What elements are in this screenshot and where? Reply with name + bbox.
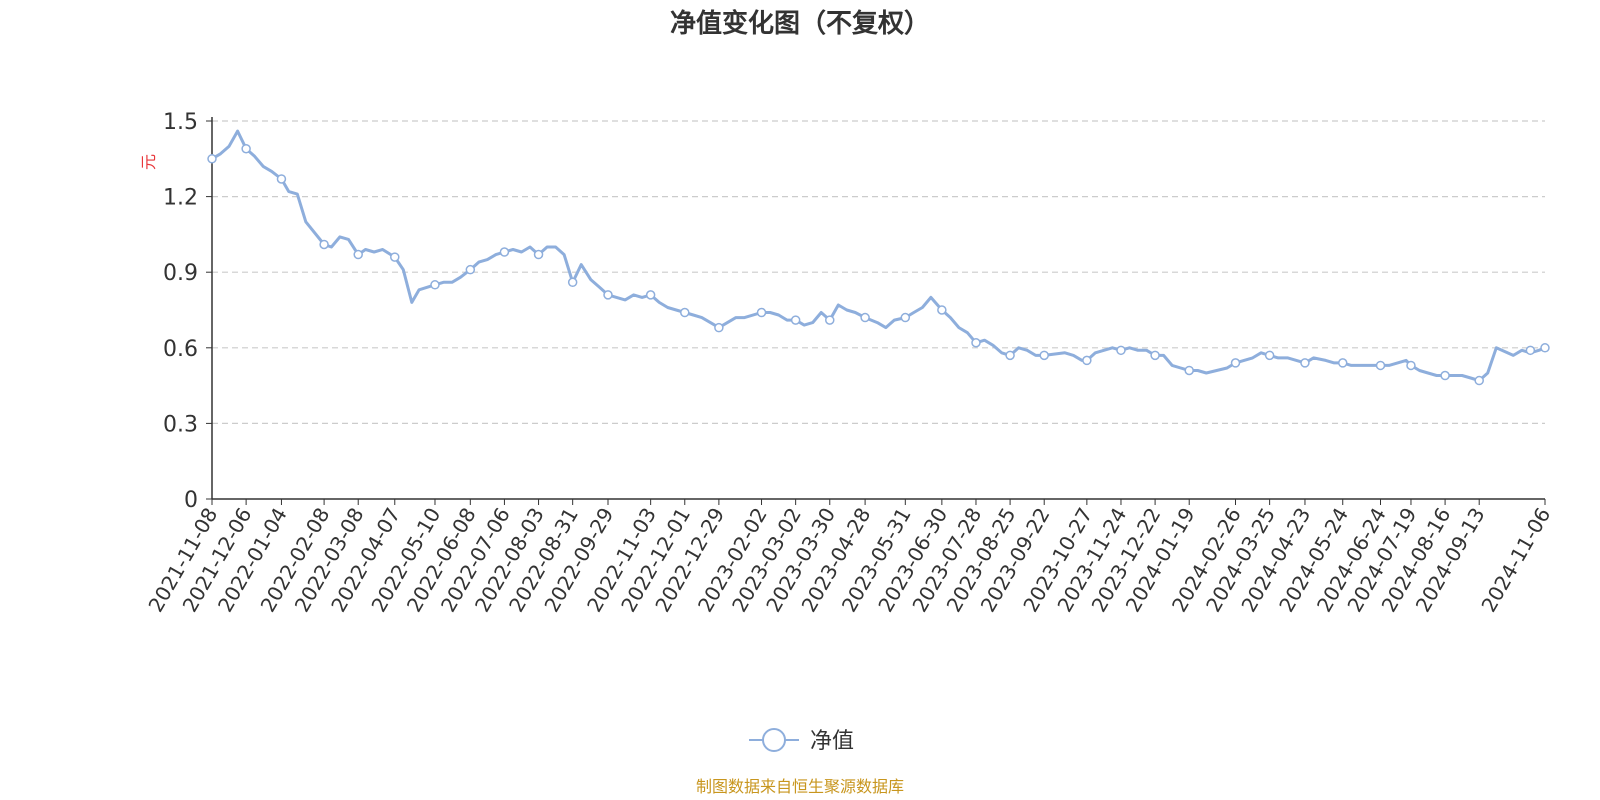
data-point[interactable] xyxy=(680,307,690,318)
data-point[interactable] xyxy=(241,143,251,154)
y-tick-label: 0 xyxy=(184,488,198,513)
data-point[interactable] xyxy=(900,312,911,323)
data-point[interactable] xyxy=(1264,350,1275,361)
data-point[interactable] xyxy=(714,322,724,333)
legend[interactable]: 净值 xyxy=(749,728,854,754)
data-point[interactable] xyxy=(756,307,767,318)
data-point[interactable] xyxy=(1375,360,1386,371)
data-point[interactable] xyxy=(1406,360,1416,371)
data-point[interactable] xyxy=(1540,343,1550,353)
y-axis: 0 0.3 0.6 0.9 1.2 1.5 xyxy=(163,110,213,513)
y-tick-label: 0.9 xyxy=(163,261,198,286)
data-point[interactable] xyxy=(533,249,544,260)
x-axis: 2021-11-082021-12-062022-01-042022-02-08… xyxy=(143,498,1555,617)
data-point[interactable] xyxy=(430,280,440,290)
data-point[interactable] xyxy=(825,315,835,325)
chart-title: 净值变化图（不复权） xyxy=(670,8,930,39)
y-tick-label: 0.3 xyxy=(163,412,198,437)
data-point[interactable] xyxy=(207,154,217,164)
data-point[interactable] xyxy=(1116,345,1126,356)
data-point[interactable] xyxy=(465,264,476,275)
data-source-note: 制图数据来自恒生聚源数据库 xyxy=(696,777,904,796)
data-point[interactable] xyxy=(353,249,363,260)
grid-lines xyxy=(212,120,1545,424)
data-point[interactable] xyxy=(1525,345,1536,356)
data-point[interactable] xyxy=(1440,370,1450,381)
data-point[interactable] xyxy=(937,305,947,315)
y-tick-label: 1.2 xyxy=(163,186,198,211)
data-point[interactable] xyxy=(319,239,329,250)
data-point[interactable] xyxy=(1230,358,1241,368)
data-point[interactable] xyxy=(1300,358,1310,368)
y-axis-label: 元 xyxy=(139,154,158,170)
data-point[interactable] xyxy=(567,277,578,288)
data-point[interactable] xyxy=(790,315,801,325)
data-point[interactable] xyxy=(971,338,981,348)
y-tick-label: 0.6 xyxy=(163,337,198,362)
data-point[interactable] xyxy=(1184,365,1194,376)
data-point[interactable] xyxy=(603,290,613,300)
data-point[interactable] xyxy=(860,312,870,323)
data-point[interactable] xyxy=(390,252,400,262)
data-point[interactable] xyxy=(1337,358,1348,368)
data-point[interactable] xyxy=(499,247,510,257)
data-point[interactable] xyxy=(1082,355,1092,366)
y-tick-label: 1.5 xyxy=(163,110,198,135)
data-point[interactable] xyxy=(1474,375,1484,386)
x-tick-label: 2024-11-06 xyxy=(1476,504,1555,617)
data-point[interactable] xyxy=(1150,350,1160,361)
data-point[interactable] xyxy=(276,174,287,184)
legend-label: 净值 xyxy=(810,729,854,754)
data-point[interactable] xyxy=(645,290,656,300)
data-point[interactable] xyxy=(1005,350,1015,361)
series-line xyxy=(211,129,1546,383)
data-point[interactable] xyxy=(1039,350,1049,361)
series-net-value xyxy=(207,129,1550,386)
legend-marker xyxy=(762,728,786,752)
